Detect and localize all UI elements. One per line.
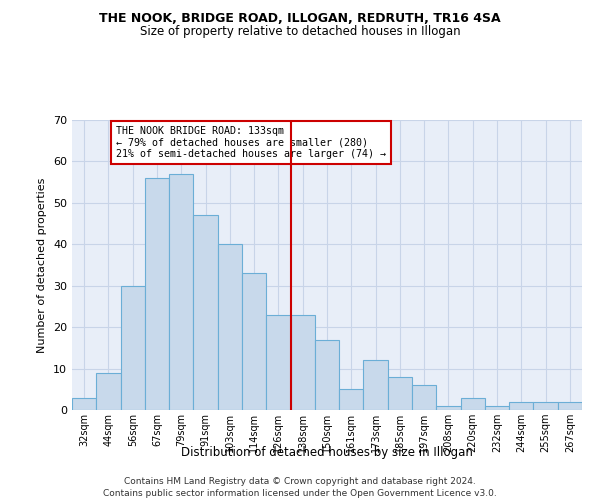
Text: Distribution of detached houses by size in Illogan: Distribution of detached houses by size …	[181, 446, 473, 459]
Bar	[193, 216, 218, 410]
Bar	[315, 340, 339, 410]
Bar	[461, 398, 485, 410]
Bar	[485, 406, 509, 410]
Text: Contains public sector information licensed under the Open Government Licence v3: Contains public sector information licen…	[103, 489, 497, 498]
Bar	[533, 402, 558, 410]
Bar	[388, 377, 412, 410]
Bar	[218, 244, 242, 410]
Bar	[509, 402, 533, 410]
Bar	[266, 314, 290, 410]
Bar	[436, 406, 461, 410]
Bar	[169, 174, 193, 410]
Bar	[242, 274, 266, 410]
Bar	[96, 372, 121, 410]
Bar	[121, 286, 145, 410]
Bar	[558, 402, 582, 410]
Bar	[339, 390, 364, 410]
Y-axis label: Number of detached properties: Number of detached properties	[37, 178, 47, 352]
Bar	[145, 178, 169, 410]
Text: THE NOOK, BRIDGE ROAD, ILLOGAN, REDRUTH, TR16 4SA: THE NOOK, BRIDGE ROAD, ILLOGAN, REDRUTH,…	[99, 12, 501, 26]
Bar	[290, 314, 315, 410]
Bar	[72, 398, 96, 410]
Text: THE NOOK BRIDGE ROAD: 133sqm
← 79% of detached houses are smaller (280)
21% of s: THE NOOK BRIDGE ROAD: 133sqm ← 79% of de…	[116, 126, 386, 160]
Bar	[364, 360, 388, 410]
Bar	[412, 385, 436, 410]
Text: Contains HM Land Registry data © Crown copyright and database right 2024.: Contains HM Land Registry data © Crown c…	[124, 476, 476, 486]
Text: Size of property relative to detached houses in Illogan: Size of property relative to detached ho…	[140, 25, 460, 38]
